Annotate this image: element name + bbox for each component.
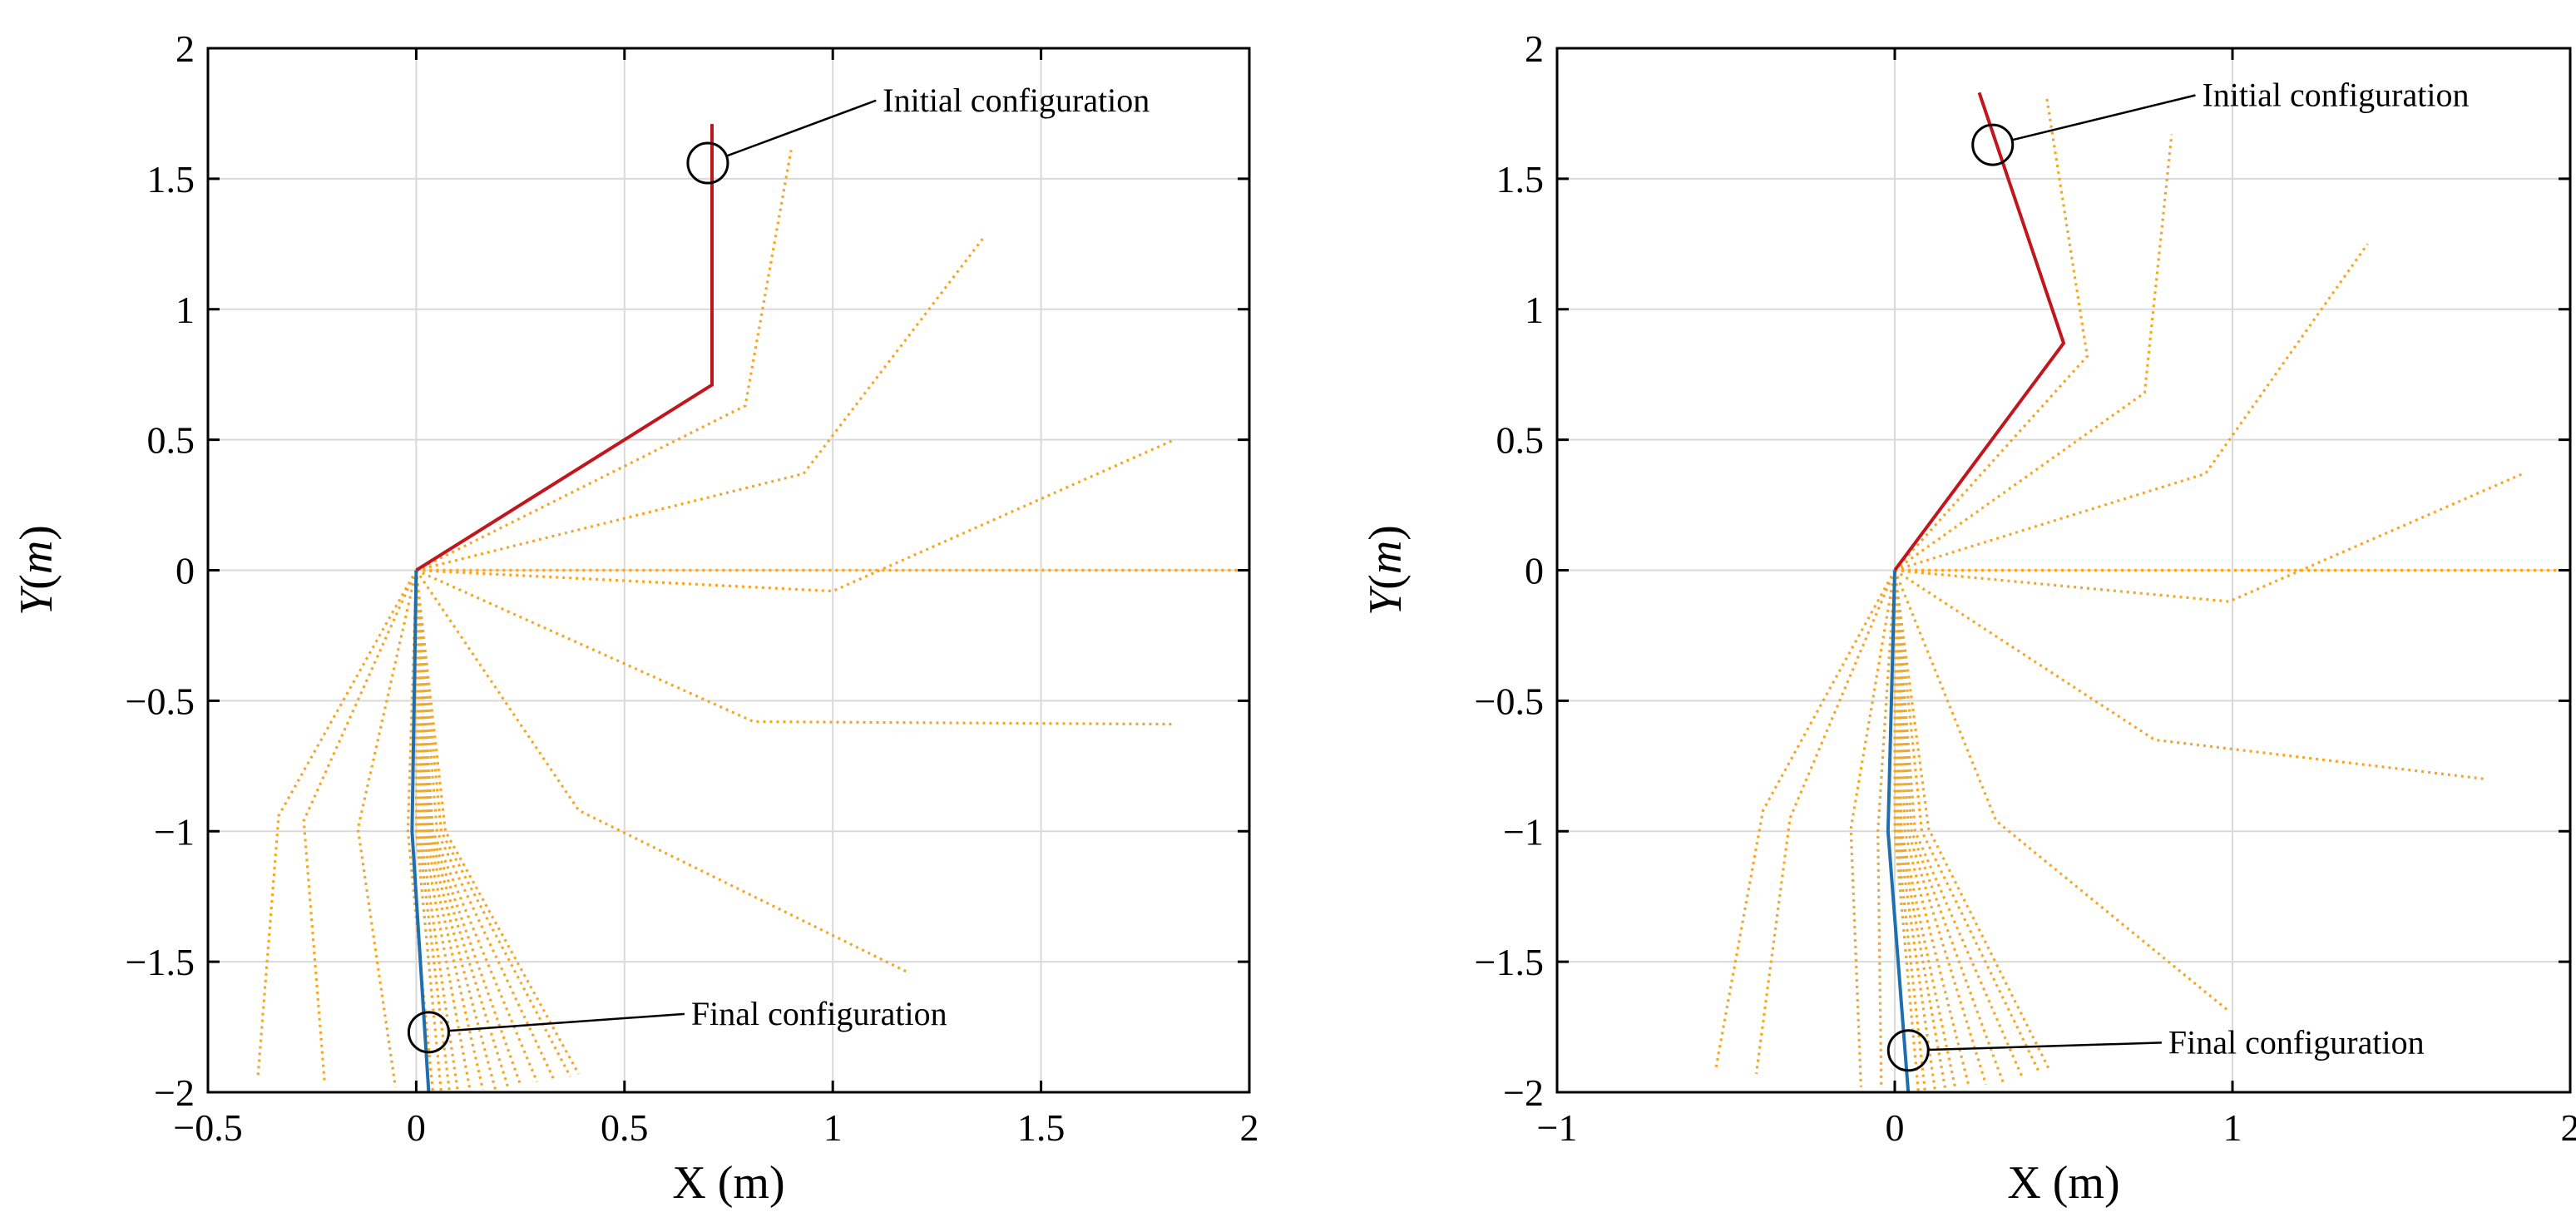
trajectory-configuration-22 — [256, 569, 418, 1077]
trajectory-configuration-19 — [1876, 570, 1896, 1087]
y-tick-label: 0 — [1525, 550, 1544, 592]
annotation-leader-line — [725, 99, 877, 157]
x-axis-label: X (m) — [672, 1157, 784, 1209]
x-tick-label: −0.5 — [173, 1106, 242, 1149]
x-tick-label: −1 — [1537, 1106, 1578, 1149]
trajectory-configuration-9 — [414, 570, 556, 1080]
annotation-label: Initial configuration — [883, 82, 1150, 119]
plot-data — [256, 124, 1249, 1092]
trajectory-configuration-12 — [414, 570, 510, 1088]
trajectory-configuration-8 — [1893, 570, 2052, 1072]
y-tick-label: −2 — [154, 1071, 195, 1114]
initial-configuration-line — [415, 124, 714, 572]
x-tick-label: 0 — [407, 1106, 426, 1149]
x-tick-label: 2 — [1240, 1106, 1259, 1149]
trajectory-configuration-20 — [356, 570, 418, 1087]
trajectory-configuration-6 — [1894, 569, 2486, 781]
x-tick-label: 1 — [823, 1106, 843, 1149]
y-tick-label: 1.5 — [1496, 158, 1545, 200]
trajectory-configuration-7 — [1893, 569, 2230, 1012]
trajectory-configuration-3 — [416, 438, 1175, 593]
trajectory-configuration-12 — [1893, 570, 1988, 1086]
trajectory-configuration-7 — [414, 570, 581, 1075]
initial-configuration-line — [1893, 92, 2066, 571]
trajectory-configuration-18 — [1893, 570, 1920, 1092]
left-panel: −0.5 0 0.5 1 1.5 2 −2 −1.5 −1 −0.5 0 0.5 1 1.5 2 X (m) Y… — [11, 27, 1259, 1209]
right-panel: −1 0 1 2 −2 −1.5 −1 −0.5 0 0.5 1 1.5 2 X (m) Y(m) Initi… — [1360, 27, 2576, 1209]
annotation-marker-circle — [407, 1011, 450, 1054]
annotation-marker-circle — [686, 141, 729, 185]
trajectory-configuration-9 — [1893, 570, 2042, 1075]
x-axis-label: X (m) — [2007, 1157, 2119, 1209]
y-axis-label: Y(m) — [11, 525, 62, 616]
trajectory-configuration-4 — [1894, 472, 2524, 603]
y-tick-label: −0.5 — [1475, 680, 1544, 722]
y-tick-label: −1.5 — [1475, 941, 1544, 983]
annotation-leader-line — [1928, 1042, 2162, 1051]
y-tick-label: −0.5 — [126, 680, 195, 722]
annotation-leader-line — [2011, 94, 2196, 141]
x-tick-label: 2 — [2561, 1106, 2576, 1149]
trajectory-configuration-21 — [1754, 569, 1896, 1075]
annotation-label: Final configuration — [2168, 1023, 2425, 1061]
y-tick-label: 1 — [176, 289, 195, 331]
trajectory-configuration-3 — [1894, 243, 2369, 572]
y-axis-label: Y(m) — [1360, 525, 1412, 616]
annotation-label: Initial configuration — [2202, 76, 2469, 113]
trajectory-configuration-8 — [414, 570, 572, 1077]
x-tick-label: 0.5 — [601, 1106, 649, 1149]
plot-data — [1714, 92, 2570, 1092]
trajectory-configuration-11 — [414, 570, 522, 1086]
y-tick-label: −1 — [1503, 810, 1544, 853]
y-tick-label: 0.5 — [1496, 419, 1545, 462]
y-tick-label: 2 — [176, 27, 195, 70]
x-tick-label: 1.5 — [1017, 1106, 1066, 1149]
trajectory-configuration-22 — [1714, 569, 1896, 1070]
y-tick-label: 2 — [1525, 27, 1544, 70]
annotation-label: Final configuration — [691, 995, 947, 1032]
y-tick-label: 0.5 — [147, 419, 195, 462]
y-tick-label: −1 — [154, 810, 195, 853]
annotation-leader-line — [448, 1012, 685, 1032]
trajectory-configuration-20 — [1849, 570, 1896, 1087]
y-tick-label: 0 — [176, 550, 195, 592]
y-tick-label: 1.5 — [147, 158, 195, 200]
trajectory-configuration-2 — [416, 238, 984, 572]
x-tick-label: 0 — [1886, 1106, 1905, 1149]
trajectory-configuration-2 — [1894, 134, 2173, 571]
annotation-marker-circle — [1886, 1029, 1930, 1072]
y-tick-label: −2 — [1503, 1071, 1544, 1114]
trajectory-configuration-6 — [415, 569, 909, 974]
y-tick-label: −1.5 — [126, 941, 195, 983]
trajectory-configuration-21 — [302, 569, 418, 1082]
final-configuration-line — [410, 570, 431, 1092]
trajectory-configuration-1 — [415, 150, 793, 571]
final-configuration-line — [1886, 570, 1911, 1092]
trajectory-configuration-13 — [1893, 570, 1970, 1088]
y-tick-label: 1 — [1525, 289, 1544, 331]
x-tick-label: 1 — [2223, 1106, 2242, 1149]
trajectory-configuration-1 — [1893, 97, 2089, 571]
annotation-marker-circle — [1971, 123, 2015, 166]
